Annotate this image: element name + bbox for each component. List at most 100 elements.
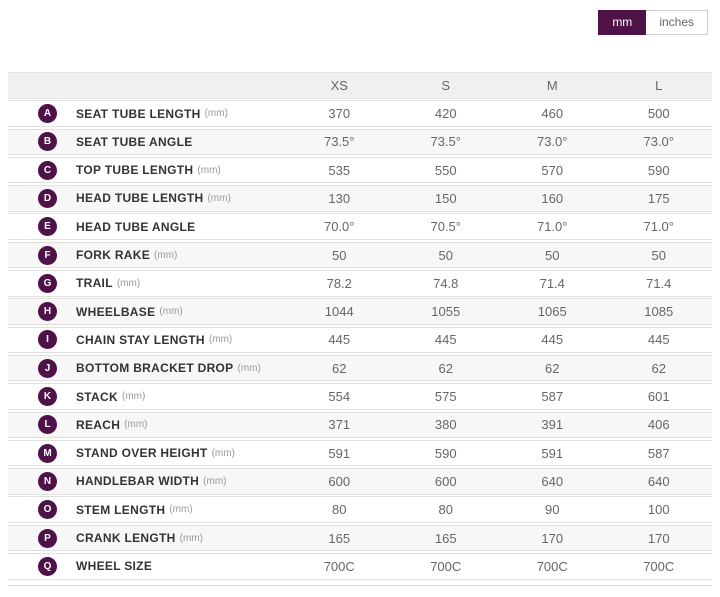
cell-value: 130: [328, 190, 351, 206]
cell-value: 100: [647, 502, 670, 518]
row-letter-badge: Q: [38, 556, 57, 576]
table-header-row: XS S M L: [8, 72, 712, 99]
row-label-cell: L REACH (mm): [8, 415, 286, 435]
cell-value: 370: [328, 106, 351, 122]
row-unit-suffix: (mm): [203, 475, 227, 487]
table-bottom-divider: [8, 584, 712, 586]
cell-value: 550: [434, 162, 457, 178]
row-label: BOTTOM BRACKET DROP: [76, 361, 234, 376]
cell-value: 460: [541, 106, 564, 122]
cell-value: 445: [541, 332, 564, 348]
row-unit-suffix: (mm): [121, 391, 146, 403]
row-label: CRANK LENGTH: [76, 531, 176, 545]
row-label-cell: G TRAIL (mm): [8, 273, 286, 293]
cell-value: 165: [434, 530, 457, 546]
table-row: K STACK (mm) 554 575 587 601: [8, 383, 712, 410]
cell-value: 70.0°: [323, 219, 355, 235]
cell-value: 80: [332, 502, 347, 518]
table-body: A SEAT TUBE LENGTH (mm) 370 420 460 500 B SEAT T…: [8, 100, 712, 580]
table-row: L REACH (mm) 371 380 391 406: [8, 411, 712, 439]
cell-value: 73.0°: [643, 134, 674, 150]
row-label: STACK: [76, 389, 118, 404]
cell-value: 640: [541, 473, 564, 489]
row-label-cell: C TOP TUBE LENGTH (mm): [8, 160, 286, 180]
table-row: A SEAT TUBE LENGTH (mm) 370 420 460 500: [8, 100, 712, 127]
row-label-cell: P CRANK LENGTH (mm): [8, 528, 286, 548]
row-label-cell: I CHAIN STAY LENGTH (mm): [8, 330, 286, 350]
cell-value: 445: [434, 332, 457, 348]
row-label: REACH: [76, 417, 121, 432]
row-letter-badge: J: [38, 358, 57, 378]
cell-value: 73.5°: [323, 134, 355, 150]
cell-value: 406: [647, 417, 670, 433]
row-label-cell: K STACK (mm): [8, 387, 286, 407]
cell-value: 391: [541, 417, 564, 433]
column-header-l: L: [655, 77, 663, 93]
cell-value: 150: [434, 190, 457, 206]
table-row: N HANDLEBAR WIDTH (mm) 600 600 640 640: [8, 468, 712, 495]
row-letter-badge: B: [38, 132, 57, 152]
row-label-cell: M STAND OVER HEIGHT (mm): [8, 443, 286, 463]
row-label-cell: F FORK RAKE (mm): [8, 245, 286, 265]
cell-value: 554: [328, 389, 351, 405]
cell-value: 601: [647, 389, 670, 405]
cell-value: 1055: [431, 304, 461, 320]
table-row: C TOP TUBE LENGTH (mm) 535 550 570 590: [8, 156, 712, 184]
row-label: FORK RAKE: [76, 248, 151, 263]
cell-value: 71.0°: [536, 219, 568, 235]
row-unit-suffix: (mm): [197, 164, 221, 176]
table-row: Q WHEEL SIZE 700C 700C 700C 700C: [8, 553, 712, 580]
row-unit-suffix: (mm): [116, 277, 141, 289]
cell-value: 50: [545, 247, 560, 263]
cell-value: 62: [651, 360, 666, 376]
column-header-xs: XS: [330, 77, 348, 93]
row-label-cell: H WHEELBASE (mm): [8, 302, 286, 322]
cell-value: 587: [541, 389, 564, 405]
cell-value: 591: [541, 445, 564, 461]
cell-value: 170: [541, 530, 564, 546]
cell-value: 380: [434, 417, 457, 433]
cell-value: 71.0°: [643, 219, 674, 235]
row-label: WHEELBASE: [76, 304, 156, 319]
row-label-cell: A SEAT TUBE LENGTH (mm): [8, 104, 286, 124]
cell-value: 445: [647, 332, 670, 348]
cell-value: 570: [541, 162, 564, 178]
row-label: HANDLEBAR WIDTH: [76, 474, 200, 489]
row-letter-badge: L: [38, 415, 57, 435]
cell-value: 160: [541, 190, 564, 206]
table-row: D HEAD TUBE LENGTH (mm) 130 150 160 175: [8, 185, 712, 212]
cell-value: 50: [438, 247, 453, 263]
table-row: O STEM LENGTH (mm) 80 80 90 100: [8, 496, 712, 523]
row-unit-suffix: (mm): [154, 249, 178, 261]
unit-inches-button[interactable]: inches: [646, 10, 708, 35]
cell-value: 71.4: [646, 275, 672, 291]
cell-value: 590: [647, 162, 670, 178]
row-label-cell: Q WHEEL SIZE: [8, 556, 286, 576]
cell-value: 591: [328, 445, 351, 461]
unit-mm-button[interactable]: mm: [598, 10, 647, 35]
row-unit-suffix: (mm): [179, 532, 203, 544]
table-row: J BOTTOM BRACKET DROP (mm) 62 62 62 62: [8, 354, 712, 382]
table-row: I CHAIN STAY LENGTH (mm) 445 445 445 445: [8, 326, 712, 354]
row-unit-suffix: (mm): [211, 447, 235, 459]
cell-value: 500: [647, 106, 670, 122]
cell-value: 600: [434, 473, 457, 489]
cell-value: 73.5°: [430, 134, 461, 150]
table-row: E HEAD TUBE ANGLE 70.0° 70.5° 71.0° 71.0°: [8, 213, 712, 240]
cell-value: 62: [438, 360, 453, 376]
cell-value: 80: [438, 502, 453, 518]
row-letter-badge: P: [38, 528, 57, 548]
row-letter-badge: M: [38, 443, 57, 463]
row-unit-suffix: (mm): [207, 192, 231, 204]
table-row: B SEAT TUBE ANGLE 73.5° 73.5° 73.0° 73.0°: [8, 128, 712, 156]
row-letter-badge: O: [38, 500, 57, 520]
cell-value: 700C: [536, 558, 568, 574]
cell-value: 62: [545, 360, 560, 376]
row-unit-suffix: (mm): [237, 362, 261, 374]
cell-value: 73.0°: [536, 134, 568, 150]
cell-value: 1085: [644, 304, 674, 320]
row-letter-badge: A: [38, 104, 57, 124]
cell-value: 587: [647, 445, 670, 461]
cell-value: 700C: [643, 558, 675, 574]
row-label: HEAD TUBE LENGTH: [76, 191, 204, 206]
